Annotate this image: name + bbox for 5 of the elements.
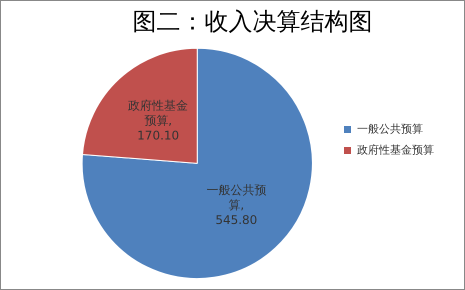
data-label: 一般公共预算, 545.80 (206, 182, 266, 227)
legend-label: 政府性基金预算 (357, 143, 434, 156)
data-label: 政府性基金预算, 170.10 (128, 98, 188, 142)
legend-label: 一般公共预算 (357, 122, 423, 136)
chart-title: 图二：收入决算结构图 (132, 8, 372, 36)
